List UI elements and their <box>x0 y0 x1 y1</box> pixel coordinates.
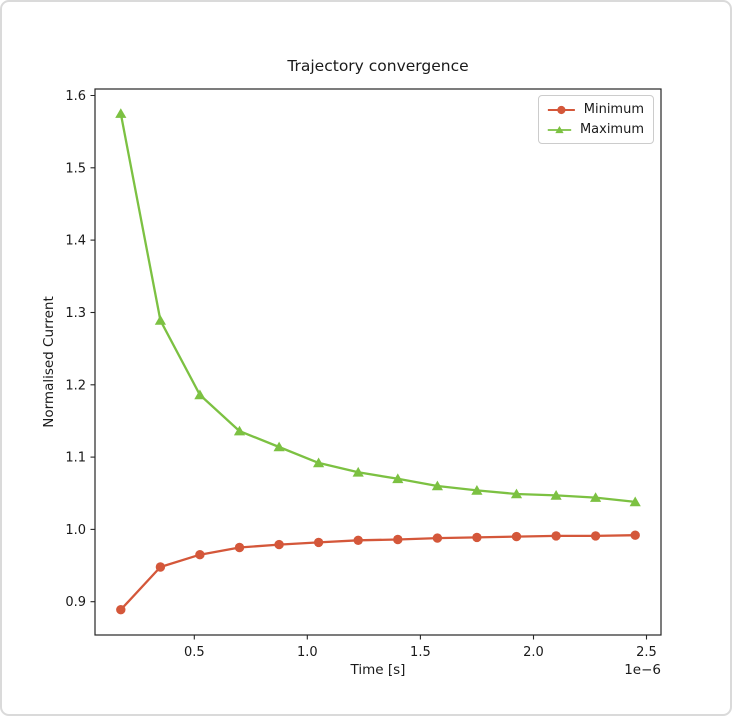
svg-text:1.4: 1.4 <box>65 234 86 249</box>
chart-title: Trajectory convergence <box>287 57 469 75</box>
maximum-line-triangle-icon <box>547 125 572 133</box>
svg-text:0.9: 0.9 <box>65 595 86 610</box>
y-axis-label: Normalised Current <box>41 296 57 428</box>
svg-text:1.1: 1.1 <box>65 451 86 466</box>
svg-text:1.5: 1.5 <box>410 645 431 660</box>
svg-text:0.5: 0.5 <box>184 645 205 660</box>
svg-text:1.2: 1.2 <box>65 378 86 393</box>
legend-item-minimum: Minimum <box>547 102 644 117</box>
svg-text:1.0: 1.0 <box>65 523 86 538</box>
legend-label-maximum: Maximum <box>579 122 644 137</box>
svg-text:1.3: 1.3 <box>65 306 86 321</box>
x-axis-label: Time [s] <box>350 662 406 678</box>
minimum-line-circle-icon <box>547 105 575 114</box>
svg-text:1.0: 1.0 <box>297 645 318 660</box>
svg-text:2.5: 2.5 <box>636 645 657 660</box>
svg-text:1.6: 1.6 <box>65 89 86 104</box>
legend-item-maximum: Maximum <box>547 122 644 137</box>
svg-text:1.5: 1.5 <box>65 161 86 176</box>
legend: Minimum Maximum <box>538 95 654 144</box>
legend-label-minimum: Minimum <box>583 102 644 117</box>
svg-text:2.0: 2.0 <box>523 645 544 660</box>
x-axis-offset-label: 1e−6 <box>624 662 661 678</box>
